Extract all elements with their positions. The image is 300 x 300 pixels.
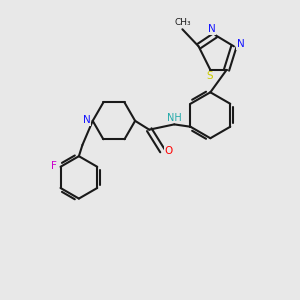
Text: F: F xyxy=(51,161,57,171)
Text: O: O xyxy=(165,146,173,156)
Text: N: N xyxy=(83,115,91,125)
Text: NH: NH xyxy=(167,113,182,123)
Text: CH₃: CH₃ xyxy=(174,18,191,27)
Text: N: N xyxy=(208,24,216,34)
Text: S: S xyxy=(206,71,213,81)
Text: N: N xyxy=(236,39,244,49)
